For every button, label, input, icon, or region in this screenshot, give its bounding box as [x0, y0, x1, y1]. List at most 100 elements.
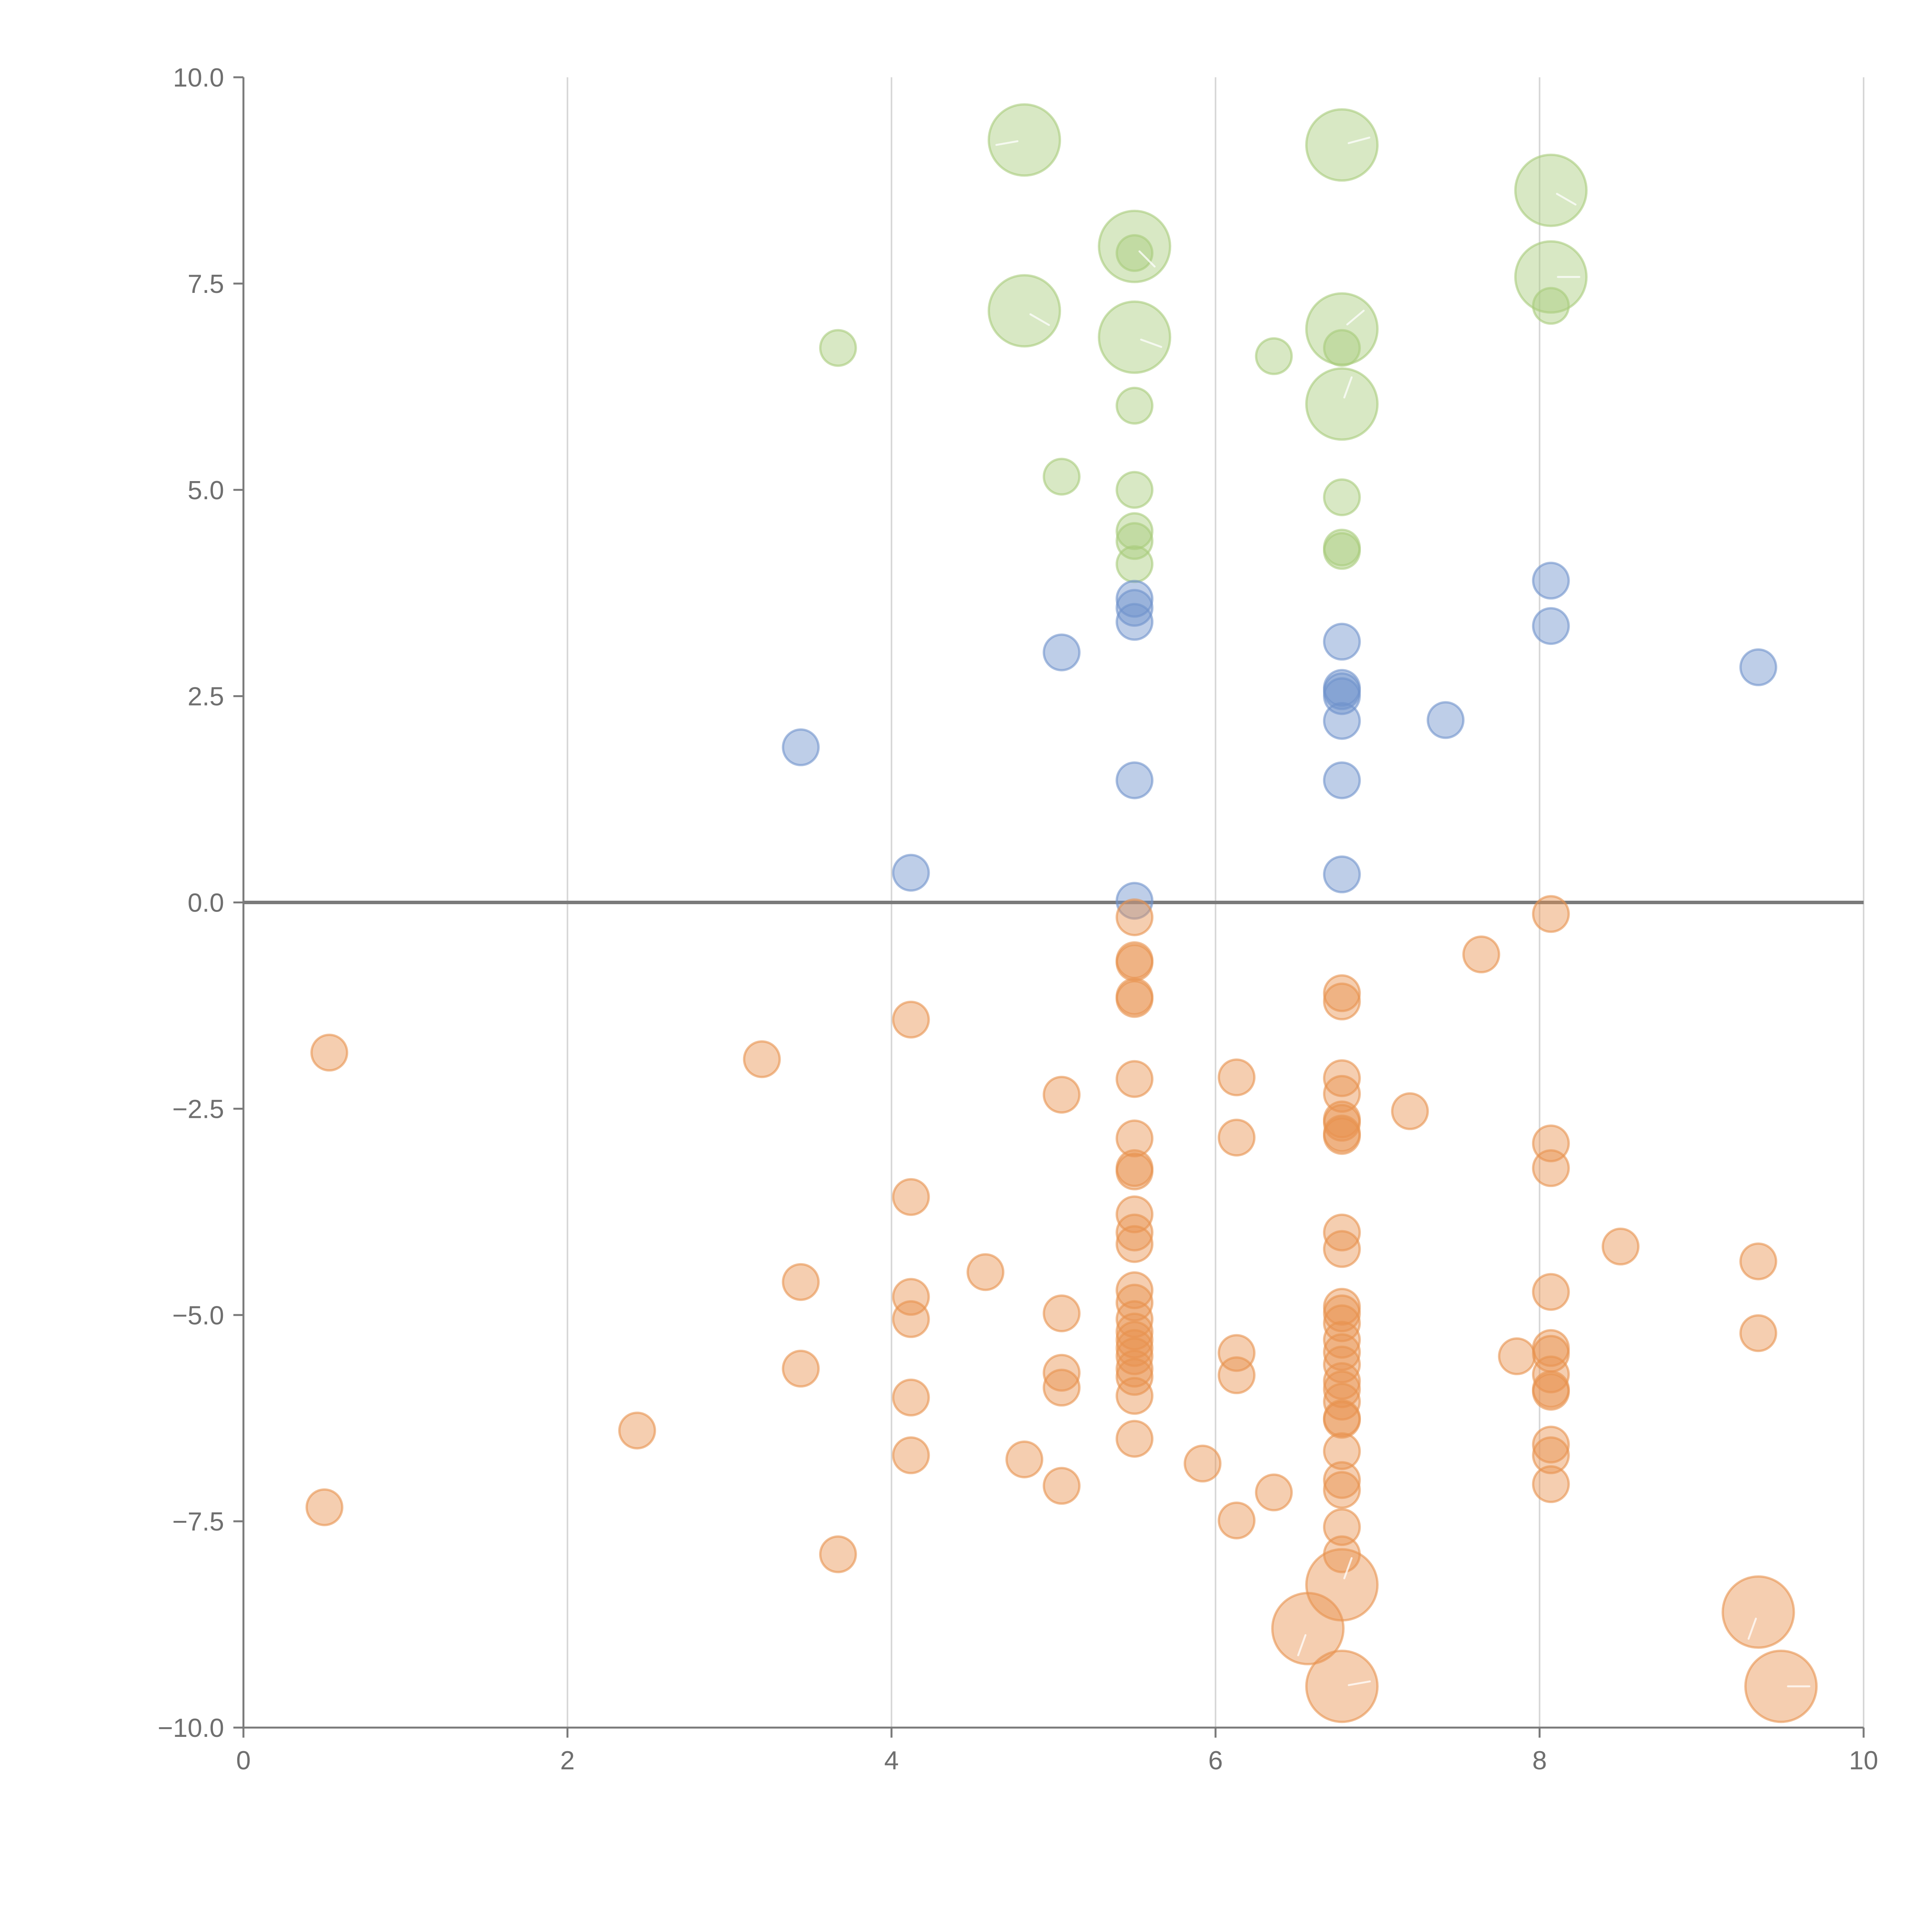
point-orange-small-34	[1116, 1300, 1154, 1338]
point-orange-small-20	[1116, 898, 1154, 936]
point-orange-small-33	[1116, 1284, 1154, 1322]
point-marker-line-orange-large-3	[1747, 1617, 1757, 1640]
point-orange-small-57	[1323, 1117, 1361, 1155]
point-orange-small-46	[1218, 1334, 1256, 1372]
x-tick-label-5: 10	[1849, 1746, 1878, 1775]
point-orange-small-62	[1323, 1304, 1361, 1342]
point-marker-line-green-large-4	[1347, 136, 1371, 144]
point-orange-small-59	[1323, 1230, 1361, 1268]
point-blue-18	[1739, 648, 1777, 686]
point-orange-small-78	[1498, 1337, 1536, 1376]
point-orange-small-40	[1116, 1358, 1154, 1396]
point-orange-small-50	[1323, 974, 1361, 1012]
point-orange-small-25	[1116, 1060, 1154, 1098]
point-orange-small-24	[1116, 980, 1154, 1018]
point-orange-small-51	[1323, 982, 1361, 1020]
point-orange-small-77	[1462, 935, 1500, 974]
point-orange-small-93	[1739, 1314, 1777, 1352]
x-tick-label-3: 6	[1208, 1746, 1223, 1775]
point-orange-small-55	[1323, 1104, 1361, 1142]
y-tick-label-2: −5.0	[172, 1301, 224, 1330]
axes	[233, 76, 1865, 1738]
point-marker-line-green-large-2	[1029, 313, 1050, 326]
point-orange-small-92	[1739, 1242, 1777, 1281]
point-blue-2	[1043, 633, 1081, 672]
point-orange-small-5	[782, 1350, 820, 1388]
point-orange-small-48	[1218, 1501, 1256, 1539]
point-orange-small-89	[1532, 1436, 1570, 1475]
point-green-large-7	[1514, 153, 1588, 227]
point-blue-8	[1323, 622, 1361, 661]
point-blue-5	[1116, 603, 1154, 641]
point-orange-small-2	[618, 1412, 656, 1450]
y-tick-label-8: 10.0	[173, 63, 224, 92]
y-tick-label-5: 2.5	[187, 682, 224, 711]
point-orange-small-16	[1043, 1294, 1081, 1332]
point-marker-line-orange-large-0	[1297, 1634, 1307, 1656]
point-orange-small-7	[892, 1000, 930, 1039]
point-orange-small-44	[1218, 1058, 1256, 1097]
point-orange-small-81	[1532, 1149, 1570, 1187]
point-orange-small-13	[966, 1253, 1005, 1291]
point-marker-line-green-large-1	[1138, 250, 1156, 268]
y-tick-label-3: −2.5	[172, 1094, 224, 1124]
point-orange-small-91	[1602, 1228, 1640, 1266]
x-tick-label-4: 8	[1532, 1746, 1547, 1775]
point-orange-small-36	[1116, 1321, 1154, 1359]
point-green-small-4	[1043, 457, 1081, 496]
point-orange-small-10	[892, 1300, 930, 1338]
point-orange-small-72	[1323, 1461, 1361, 1499]
point-green-large-4	[1305, 108, 1379, 182]
point-marker-line-green-large-0	[995, 140, 1019, 146]
point-green-large-1	[1098, 209, 1172, 283]
point-orange-small-64	[1323, 1333, 1361, 1371]
tick-labels: 0 2 4 6 8 10 −10.0 −7.5 −5.0 −2.5 0.0 2.5 5.0 7.5 10.0	[158, 63, 1878, 1775]
point-orange-small-52	[1323, 1059, 1361, 1097]
point-orange-small-17	[1043, 1354, 1081, 1392]
point-blue-14	[1323, 855, 1361, 893]
point-green-large-2	[988, 274, 1061, 348]
point-blue-0	[782, 728, 820, 767]
point-orange-small-8	[892, 1178, 930, 1216]
point-orange-small-15	[1043, 1076, 1081, 1114]
point-orange-small-37	[1116, 1329, 1154, 1367]
point-blue-4	[1116, 589, 1154, 627]
y-tick-label-1: −7.5	[172, 1507, 224, 1536]
point-blue-16	[1532, 561, 1570, 600]
point-orange-small-3	[743, 1040, 781, 1078]
point-green-small-10	[1323, 478, 1361, 516]
point-orange-large-3	[1721, 1575, 1795, 1649]
point-orange-small-49	[1255, 1473, 1293, 1512]
point-orange-small-61	[1323, 1294, 1361, 1332]
point-orange-small-58	[1323, 1213, 1361, 1252]
data-points	[305, 103, 1818, 1723]
point-orange-small-9	[892, 1278, 930, 1316]
point-orange-small-19	[1043, 1467, 1081, 1505]
point-blue-1	[892, 854, 930, 892]
point-orange-small-90	[1532, 1465, 1570, 1503]
point-orange-small-74	[1323, 1508, 1361, 1546]
point-orange-small-30	[1116, 1213, 1154, 1252]
point-orange-small-88	[1532, 1425, 1570, 1464]
point-orange-small-73	[1323, 1471, 1361, 1509]
y-tick-label-6: 5.0	[187, 476, 224, 505]
point-orange-small-41	[1116, 1377, 1154, 1415]
point-green-small-3	[1116, 386, 1154, 425]
point-green-small-5	[1116, 471, 1154, 509]
point-marker-line-orange-large-2	[1348, 1680, 1371, 1686]
point-green-small-8	[1116, 545, 1154, 583]
x-tick-label-1: 2	[560, 1746, 575, 1775]
point-green-small-2	[1255, 337, 1293, 375]
point-orange-small-71	[1323, 1432, 1361, 1470]
point-green-small-13	[1532, 287, 1570, 325]
point-orange-small-28	[1116, 1152, 1154, 1190]
point-orange-small-42	[1116, 1420, 1154, 1458]
point-orange-small-0	[310, 1034, 349, 1072]
point-orange-large-2	[1305, 1650, 1379, 1723]
point-orange-small-47	[1218, 1356, 1256, 1395]
point-marker-line-green-large-5	[1346, 310, 1365, 326]
point-orange-small-67	[1323, 1370, 1361, 1408]
point-blue-7	[1116, 882, 1154, 920]
y-tick-label-0: −10.0	[158, 1713, 224, 1743]
